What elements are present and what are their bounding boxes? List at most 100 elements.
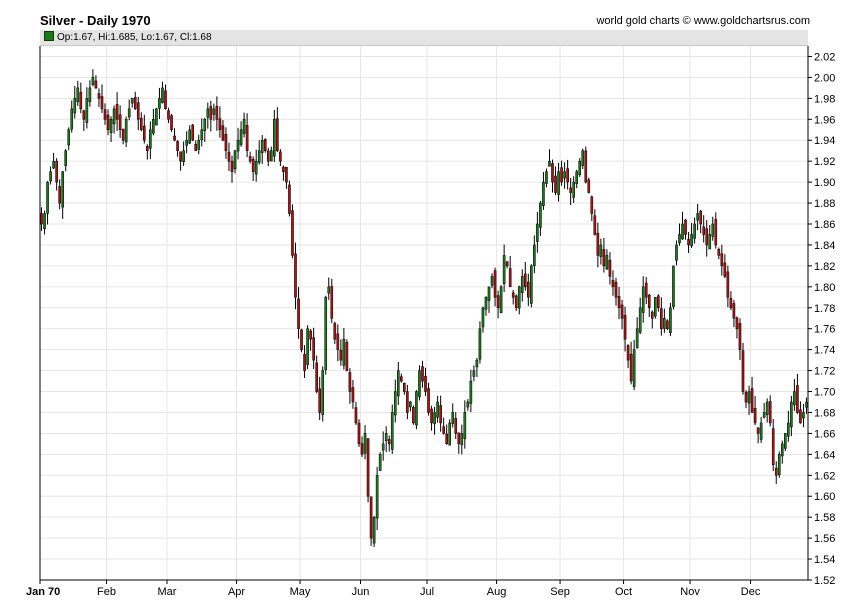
candle-down — [279, 151, 282, 162]
candle-down — [508, 268, 512, 288]
candle-up — [638, 307, 642, 333]
candle-down — [176, 141, 179, 151]
candle-up — [545, 171, 548, 184]
candle-up — [520, 276, 524, 293]
candle-up — [542, 181, 545, 206]
candle-down — [796, 385, 799, 413]
candle-down — [55, 160, 58, 183]
candle-down — [360, 443, 364, 455]
candle-up — [85, 98, 89, 123]
candle-down — [741, 350, 745, 392]
candle-up — [672, 265, 675, 307]
candle-down — [626, 345, 630, 361]
candle-down — [357, 422, 361, 445]
candle-down — [439, 405, 442, 424]
candle-up — [409, 401, 412, 408]
candle-down — [339, 350, 343, 361]
candle-up — [236, 139, 240, 152]
candle-down — [523, 273, 527, 288]
candle-up — [372, 516, 376, 544]
candle-up — [49, 171, 52, 182]
candle-up — [52, 160, 55, 169]
candle-up — [696, 213, 699, 221]
candle-up — [653, 297, 657, 317]
y-tick-label: 1.88 — [814, 198, 835, 210]
y-tick-label: 1.62 — [814, 470, 835, 482]
candle-down — [297, 298, 300, 329]
candle-up — [393, 391, 397, 416]
candle-up — [342, 338, 346, 366]
candle-down — [251, 158, 255, 172]
candle-down — [771, 428, 775, 466]
candle-down — [445, 433, 448, 445]
candle-up — [76, 87, 80, 102]
y-tick-label: 1.76 — [814, 324, 835, 336]
candle-up — [233, 150, 237, 170]
chart-title: Silver - Daily 1970 — [40, 13, 151, 28]
candle-up — [200, 129, 204, 140]
candle-down — [768, 401, 772, 424]
candle-up — [463, 412, 467, 439]
candle-down — [221, 125, 225, 141]
candle-down — [587, 179, 591, 193]
candle-up — [257, 150, 261, 163]
candle-down — [146, 145, 149, 151]
candle-up — [747, 391, 751, 404]
y-tick-label: 1.70 — [814, 387, 835, 399]
candle-down — [294, 253, 297, 298]
candle-down — [726, 271, 730, 298]
y-tick-label: 1.74 — [814, 345, 835, 357]
candle-up — [73, 98, 77, 114]
candle-up — [681, 223, 684, 240]
candle-down — [282, 166, 285, 172]
candle-up — [67, 129, 71, 146]
candle-up — [678, 234, 681, 244]
candle-up — [499, 286, 503, 314]
candle-up — [575, 171, 579, 184]
grid — [39, 46, 808, 581]
candle-down — [617, 296, 621, 309]
candle-down — [699, 210, 702, 225]
candle-up — [212, 108, 216, 115]
candle-down — [315, 362, 318, 392]
candle-down — [650, 311, 654, 319]
candle-up — [390, 412, 394, 450]
candle-down — [493, 270, 497, 298]
chart-credit: world gold charts © www.goldchartsrus.co… — [596, 15, 810, 27]
candle-down — [623, 315, 627, 340]
candle-up — [188, 129, 191, 144]
candle-up — [663, 317, 666, 329]
candle-up — [605, 255, 609, 270]
candle-up — [599, 244, 603, 257]
candle-down — [684, 219, 687, 235]
candle-up — [487, 286, 491, 301]
candle-up — [269, 150, 273, 162]
candle-down — [602, 249, 606, 267]
y-tick-label: 1.86 — [814, 219, 835, 231]
candle-up — [124, 119, 128, 143]
candle-down — [614, 281, 618, 298]
candle-down — [430, 408, 433, 424]
candle-up — [324, 297, 328, 370]
candle-down — [285, 166, 288, 183]
candle-down — [611, 279, 615, 288]
candle-down — [629, 353, 633, 382]
candle-down — [687, 239, 690, 246]
candle-down — [560, 167, 563, 183]
candle-down — [496, 295, 500, 309]
candle-down — [424, 375, 427, 392]
candle-up — [469, 380, 473, 404]
candle-up — [632, 349, 636, 387]
candle-up — [711, 223, 715, 237]
candle-down — [318, 388, 321, 413]
candle-down — [714, 219, 718, 246]
candle-down — [143, 125, 146, 141]
candle-up — [378, 454, 382, 471]
candle-down — [191, 124, 195, 141]
candle-down — [82, 110, 86, 120]
candle-down — [291, 210, 294, 256]
x-tick-label: Oct — [615, 586, 632, 598]
y-tick-label: 1.84 — [814, 240, 835, 252]
candle-down — [288, 184, 291, 214]
